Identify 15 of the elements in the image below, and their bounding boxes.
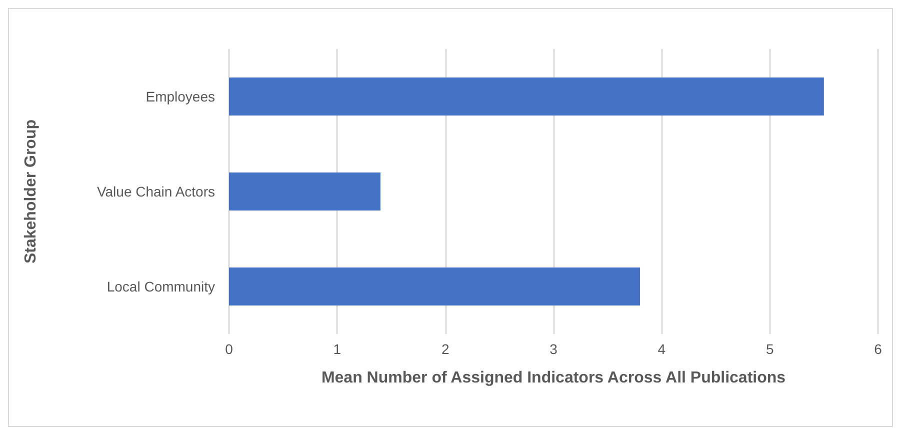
y-tick-label: Value Chain Actors: [96, 184, 215, 200]
x-axis-title: Mean Number of Assigned Indicators Across All Publications: [321, 370, 786, 386]
x-tick-label: 1: [333, 341, 342, 357]
x-tick-label: 2: [441, 341, 450, 357]
bar: [229, 268, 640, 306]
bar: [229, 78, 824, 116]
y-tick-label: Employees: [146, 88, 215, 104]
x-tick-label: 0: [225, 341, 234, 357]
x-tick-label: 3: [550, 341, 558, 357]
x-tick-label: 4: [658, 341, 666, 357]
y-tick-label: Local Community: [106, 278, 215, 294]
x-tick-label: 5: [766, 341, 774, 357]
x-tick-label: 6: [874, 341, 882, 357]
y-axis-title: Stakeholder Group: [22, 119, 40, 264]
bar: [229, 172, 380, 210]
